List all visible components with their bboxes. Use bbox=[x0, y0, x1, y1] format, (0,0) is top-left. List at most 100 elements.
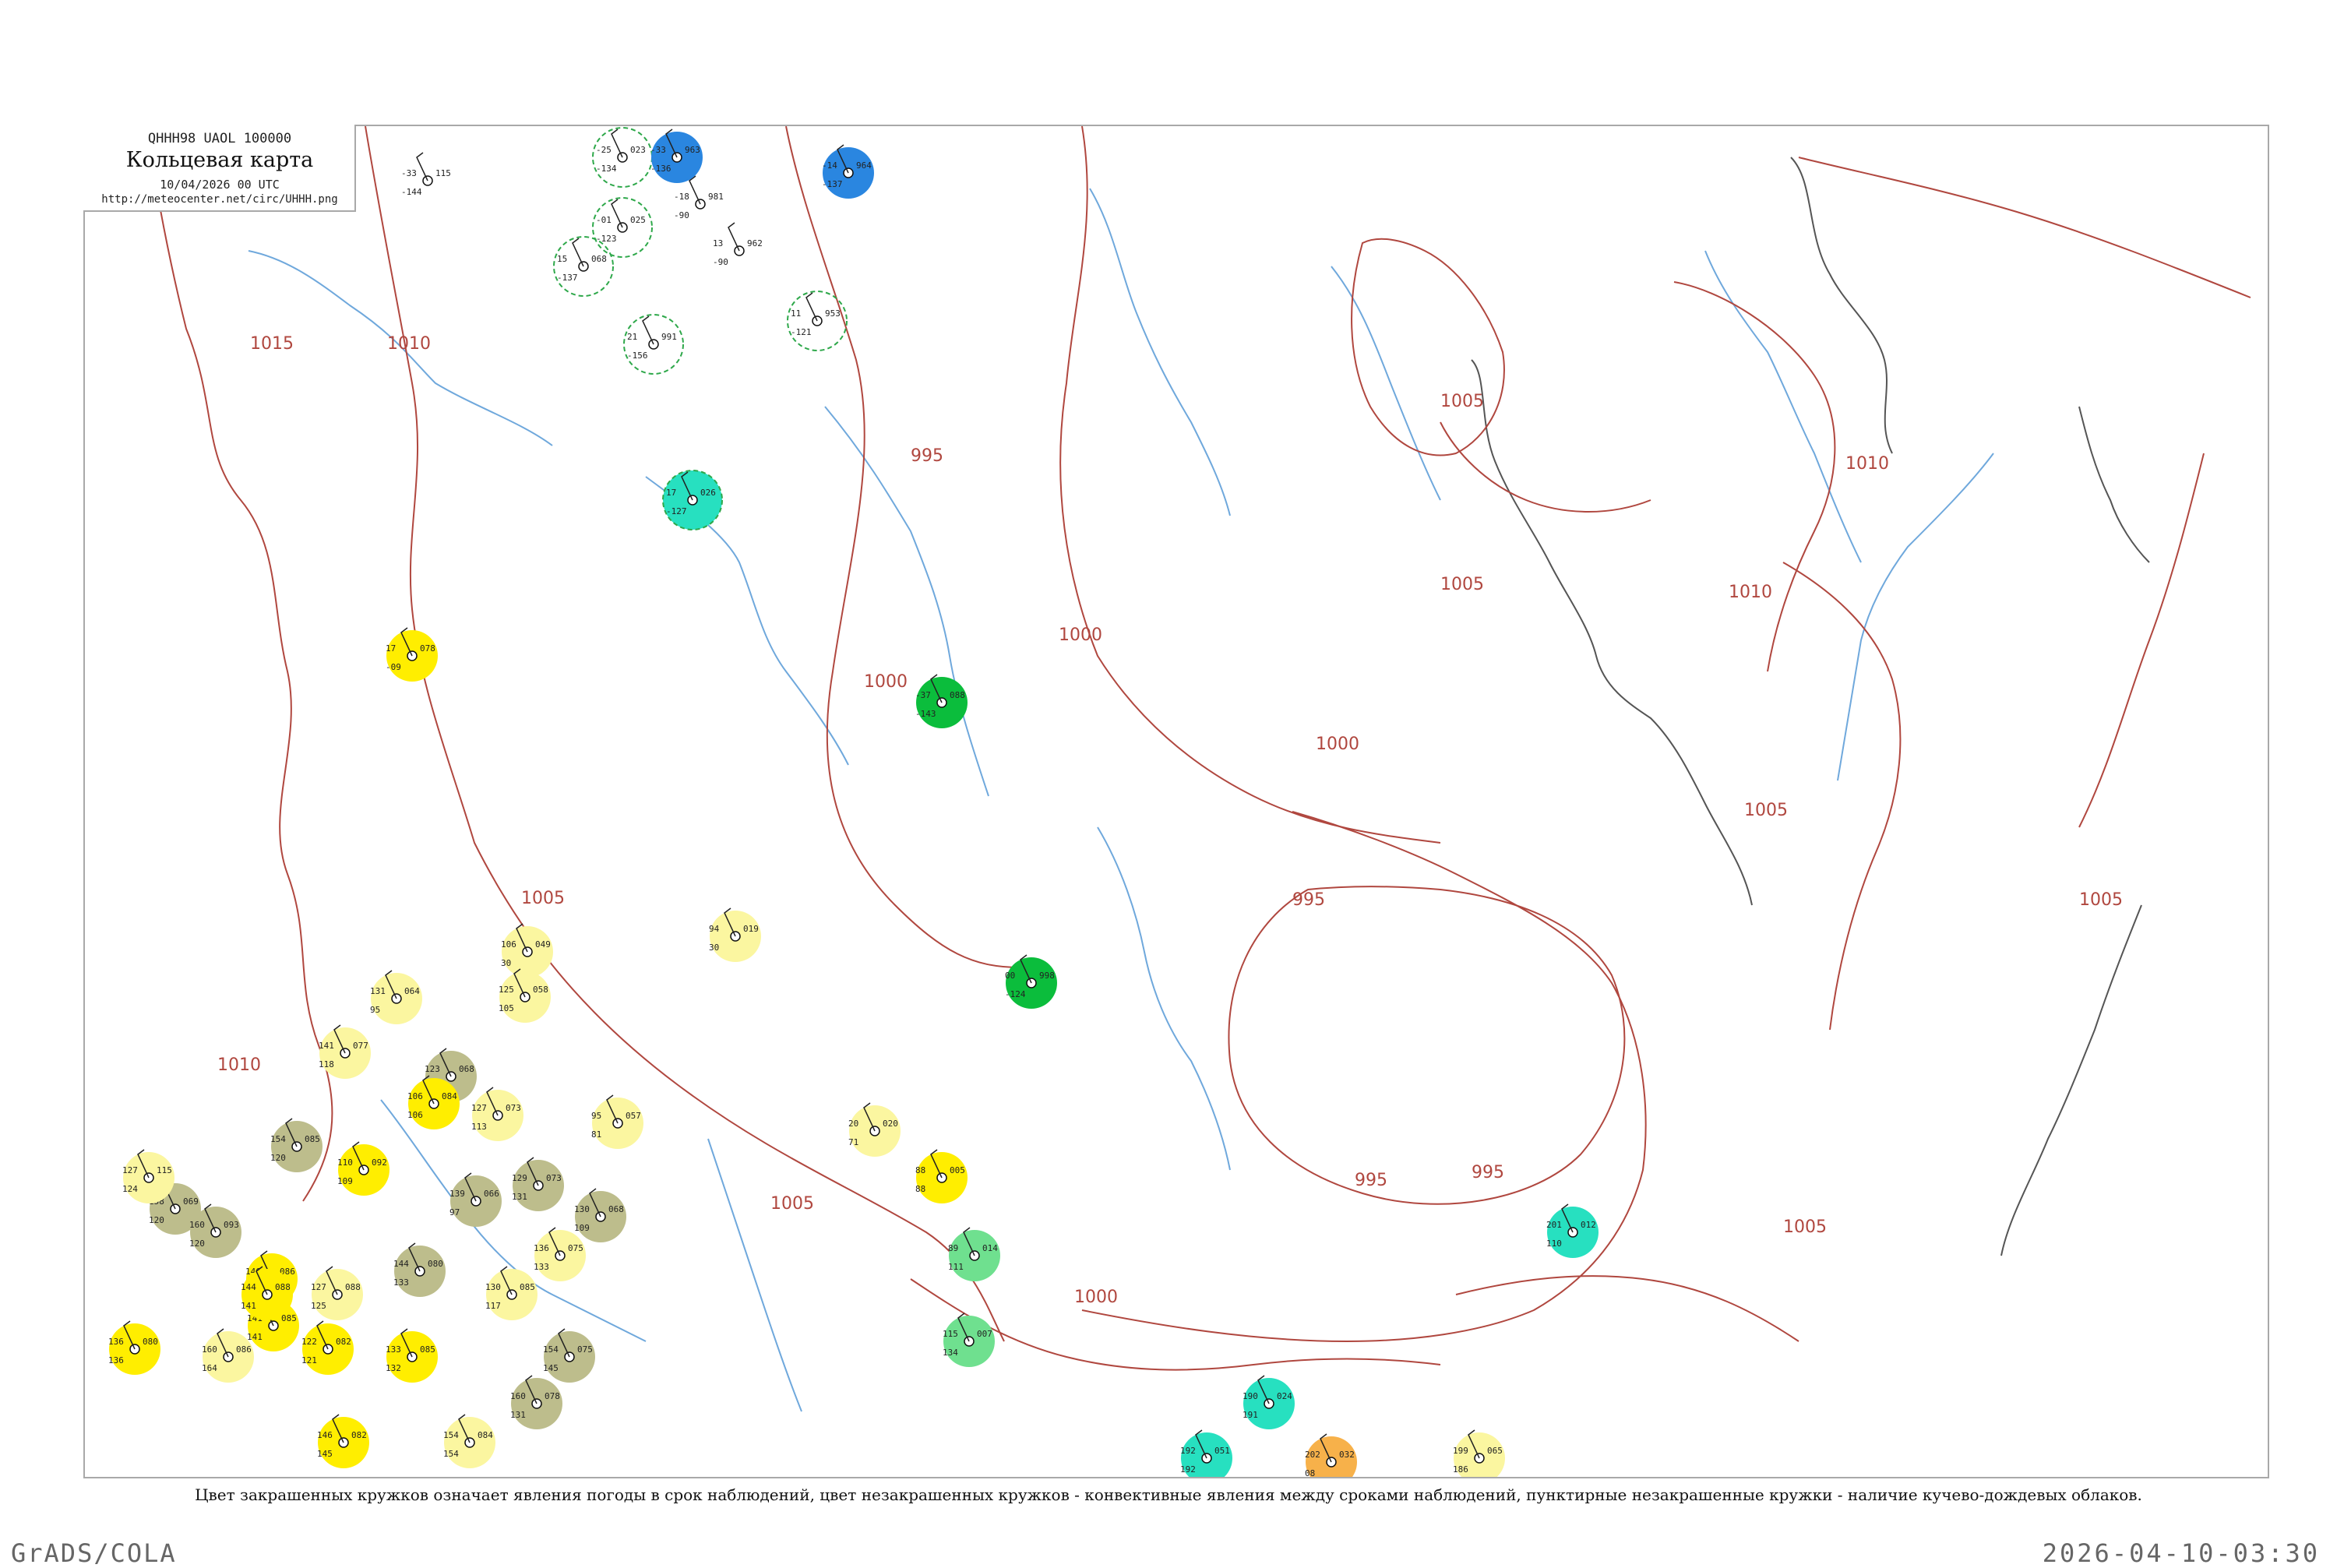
wind-barb-icon bbox=[352, 1141, 365, 1171]
temperature-value: 136 bbox=[534, 1243, 549, 1253]
map-canvas: 1015 1010 1005 1000 995 1010 1005 1000 9… bbox=[108, 126, 2251, 1477]
station-plot: 146 145 082 bbox=[317, 1414, 369, 1468]
cb-cloud-ring bbox=[787, 291, 848, 351]
pressure-value: 066 bbox=[484, 1189, 499, 1199]
wind-barb-icon bbox=[416, 152, 428, 181]
dewpoint-value: 118 bbox=[319, 1059, 334, 1069]
rivers-layer bbox=[248, 188, 1994, 1412]
temperature-value: 130 bbox=[485, 1282, 501, 1292]
wind-barb-icon bbox=[422, 1075, 435, 1105]
station-plot: 154 145 075 bbox=[543, 1328, 595, 1383]
pressure-value: 078 bbox=[420, 643, 435, 654]
station-plot: 201 110 012 bbox=[1546, 1203, 1599, 1258]
pressure-value: 082 bbox=[336, 1337, 351, 1347]
wind-barb-icon bbox=[256, 1266, 268, 1295]
dewpoint-value: 109 bbox=[337, 1176, 353, 1186]
isobar-label: 1005 bbox=[770, 1194, 814, 1214]
pressure-value: 080 bbox=[428, 1259, 443, 1269]
pressure-value: 953 bbox=[825, 308, 841, 319]
temperature-value: 94 bbox=[709, 924, 720, 934]
dewpoint-value: 121 bbox=[301, 1355, 317, 1365]
station-plot: -33 -144 115 bbox=[401, 152, 451, 197]
station-plot: 115 134 007 bbox=[943, 1313, 995, 1367]
temperature-value: 130 bbox=[574, 1204, 590, 1214]
wind-barb-icon bbox=[527, 1157, 539, 1186]
station-plot: 130 117 085 bbox=[485, 1266, 538, 1320]
dewpoint-value: 117 bbox=[485, 1301, 501, 1311]
station-plot: 127 113 073 bbox=[471, 1087, 523, 1141]
wind-barb-icon bbox=[665, 129, 678, 158]
dewpoint-value: -124 bbox=[1005, 989, 1026, 999]
station-plot: 106 106 084 bbox=[407, 1075, 460, 1129]
pressure-value: 023 bbox=[630, 145, 646, 155]
pressure-value: 115 bbox=[157, 1165, 172, 1175]
wind-barb-icon bbox=[589, 1188, 601, 1217]
temperature-value: 115 bbox=[943, 1329, 958, 1339]
source-url[interactable]: http://meteocenter.net/circ/UHHH.png bbox=[101, 193, 338, 206]
dewpoint-value: -144 bbox=[401, 187, 422, 197]
dewpoint-value: -156 bbox=[627, 351, 648, 361]
isobar-label: 1005 bbox=[2079, 890, 2123, 910]
map-datetime: 10/04/2026 00 UTC bbox=[160, 178, 280, 192]
station-plot: 11 -121 953 bbox=[787, 291, 848, 351]
temperature-value: 160 bbox=[189, 1220, 205, 1230]
station-plot: 199 186 065 bbox=[1453, 1429, 1505, 1477]
temperature-value: 160 bbox=[202, 1344, 217, 1355]
wind-barb-icon bbox=[1320, 1433, 1332, 1463]
pressure-value: 073 bbox=[506, 1103, 521, 1113]
wind-barb-icon bbox=[400, 627, 413, 657]
isobar-label: 1005 bbox=[521, 889, 565, 908]
temperature-value: 141 bbox=[319, 1041, 334, 1051]
pressure-value: 032 bbox=[1339, 1450, 1355, 1460]
station-plot: 136 133 075 bbox=[534, 1227, 586, 1281]
pressure-value: 082 bbox=[351, 1430, 367, 1440]
station-plot: 154 120 085 bbox=[270, 1118, 323, 1172]
wind-barb-icon bbox=[957, 1313, 970, 1342]
dewpoint-value: -121 bbox=[791, 327, 812, 337]
isobar-label: 1005 bbox=[1783, 1217, 1827, 1237]
dewpoint-value: -127 bbox=[666, 506, 687, 516]
wind-barb-icon bbox=[1020, 954, 1032, 984]
station-plot: -25 -134 023 bbox=[592, 127, 653, 188]
station-plot: 133 132 085 bbox=[386, 1328, 438, 1383]
pressure-value: 085 bbox=[420, 1344, 435, 1355]
pressure-value: 007 bbox=[977, 1329, 992, 1339]
isobar-label: 1010 bbox=[1845, 454, 1889, 474]
pressure-value: 069 bbox=[183, 1196, 199, 1207]
temperature-value: 144 bbox=[241, 1282, 256, 1292]
station-plot: 15 -137 068 bbox=[553, 236, 614, 297]
isobar-labels: 1015 1010 1005 1000 995 1010 1005 1000 9… bbox=[217, 334, 2123, 1307]
dewpoint-value: 141 bbox=[241, 1301, 256, 1311]
pressure-value: 005 bbox=[950, 1165, 965, 1175]
temperature-value: 21 bbox=[627, 332, 637, 342]
wind-barb-icon bbox=[458, 1414, 471, 1443]
weather-map: 1015 1010 1005 1000 995 1010 1005 1000 9… bbox=[83, 125, 2269, 1478]
pressure-value: 085 bbox=[281, 1313, 297, 1323]
station-plot: 88 88 005 bbox=[915, 1149, 968, 1203]
pressure-value: 086 bbox=[280, 1267, 295, 1277]
isobar-label: 1000 bbox=[864, 672, 908, 692]
pressure-value: 080 bbox=[143, 1337, 158, 1347]
temperature-value: 127 bbox=[471, 1103, 487, 1113]
cloud-cover-icon bbox=[129, 1344, 140, 1355]
wind-barb-icon bbox=[558, 1328, 570, 1358]
temperature-value: 199 bbox=[1453, 1446, 1468, 1456]
station-plot: 129 131 073 bbox=[512, 1157, 564, 1211]
station-plot: 154 154 084 bbox=[443, 1414, 495, 1468]
station-plot: 190 191 024 bbox=[1243, 1375, 1295, 1429]
wind-barb-icon bbox=[408, 1242, 421, 1272]
dewpoint-value: 88 bbox=[915, 1184, 925, 1194]
wind-barb-icon bbox=[326, 1266, 338, 1295]
dewpoint-value: 95 bbox=[370, 1005, 380, 1015]
dewpoint-value: 124 bbox=[122, 1184, 138, 1194]
station-plot: -01 -123 025 bbox=[592, 197, 653, 258]
wind-barb-icon bbox=[525, 1375, 538, 1404]
map-header: QHHH98 UAOL 100000 Кольцевая карта 10/04… bbox=[83, 125, 356, 212]
dewpoint-value: 192 bbox=[1180, 1464, 1196, 1475]
isobar-label: 1015 bbox=[250, 334, 294, 354]
wind-barb-icon bbox=[611, 199, 623, 228]
temperature-value: 131 bbox=[370, 986, 386, 996]
station-plot: 21 -156 991 bbox=[623, 314, 684, 375]
wind-barb-icon bbox=[728, 222, 740, 252]
pressure-value: 085 bbox=[305, 1134, 320, 1144]
